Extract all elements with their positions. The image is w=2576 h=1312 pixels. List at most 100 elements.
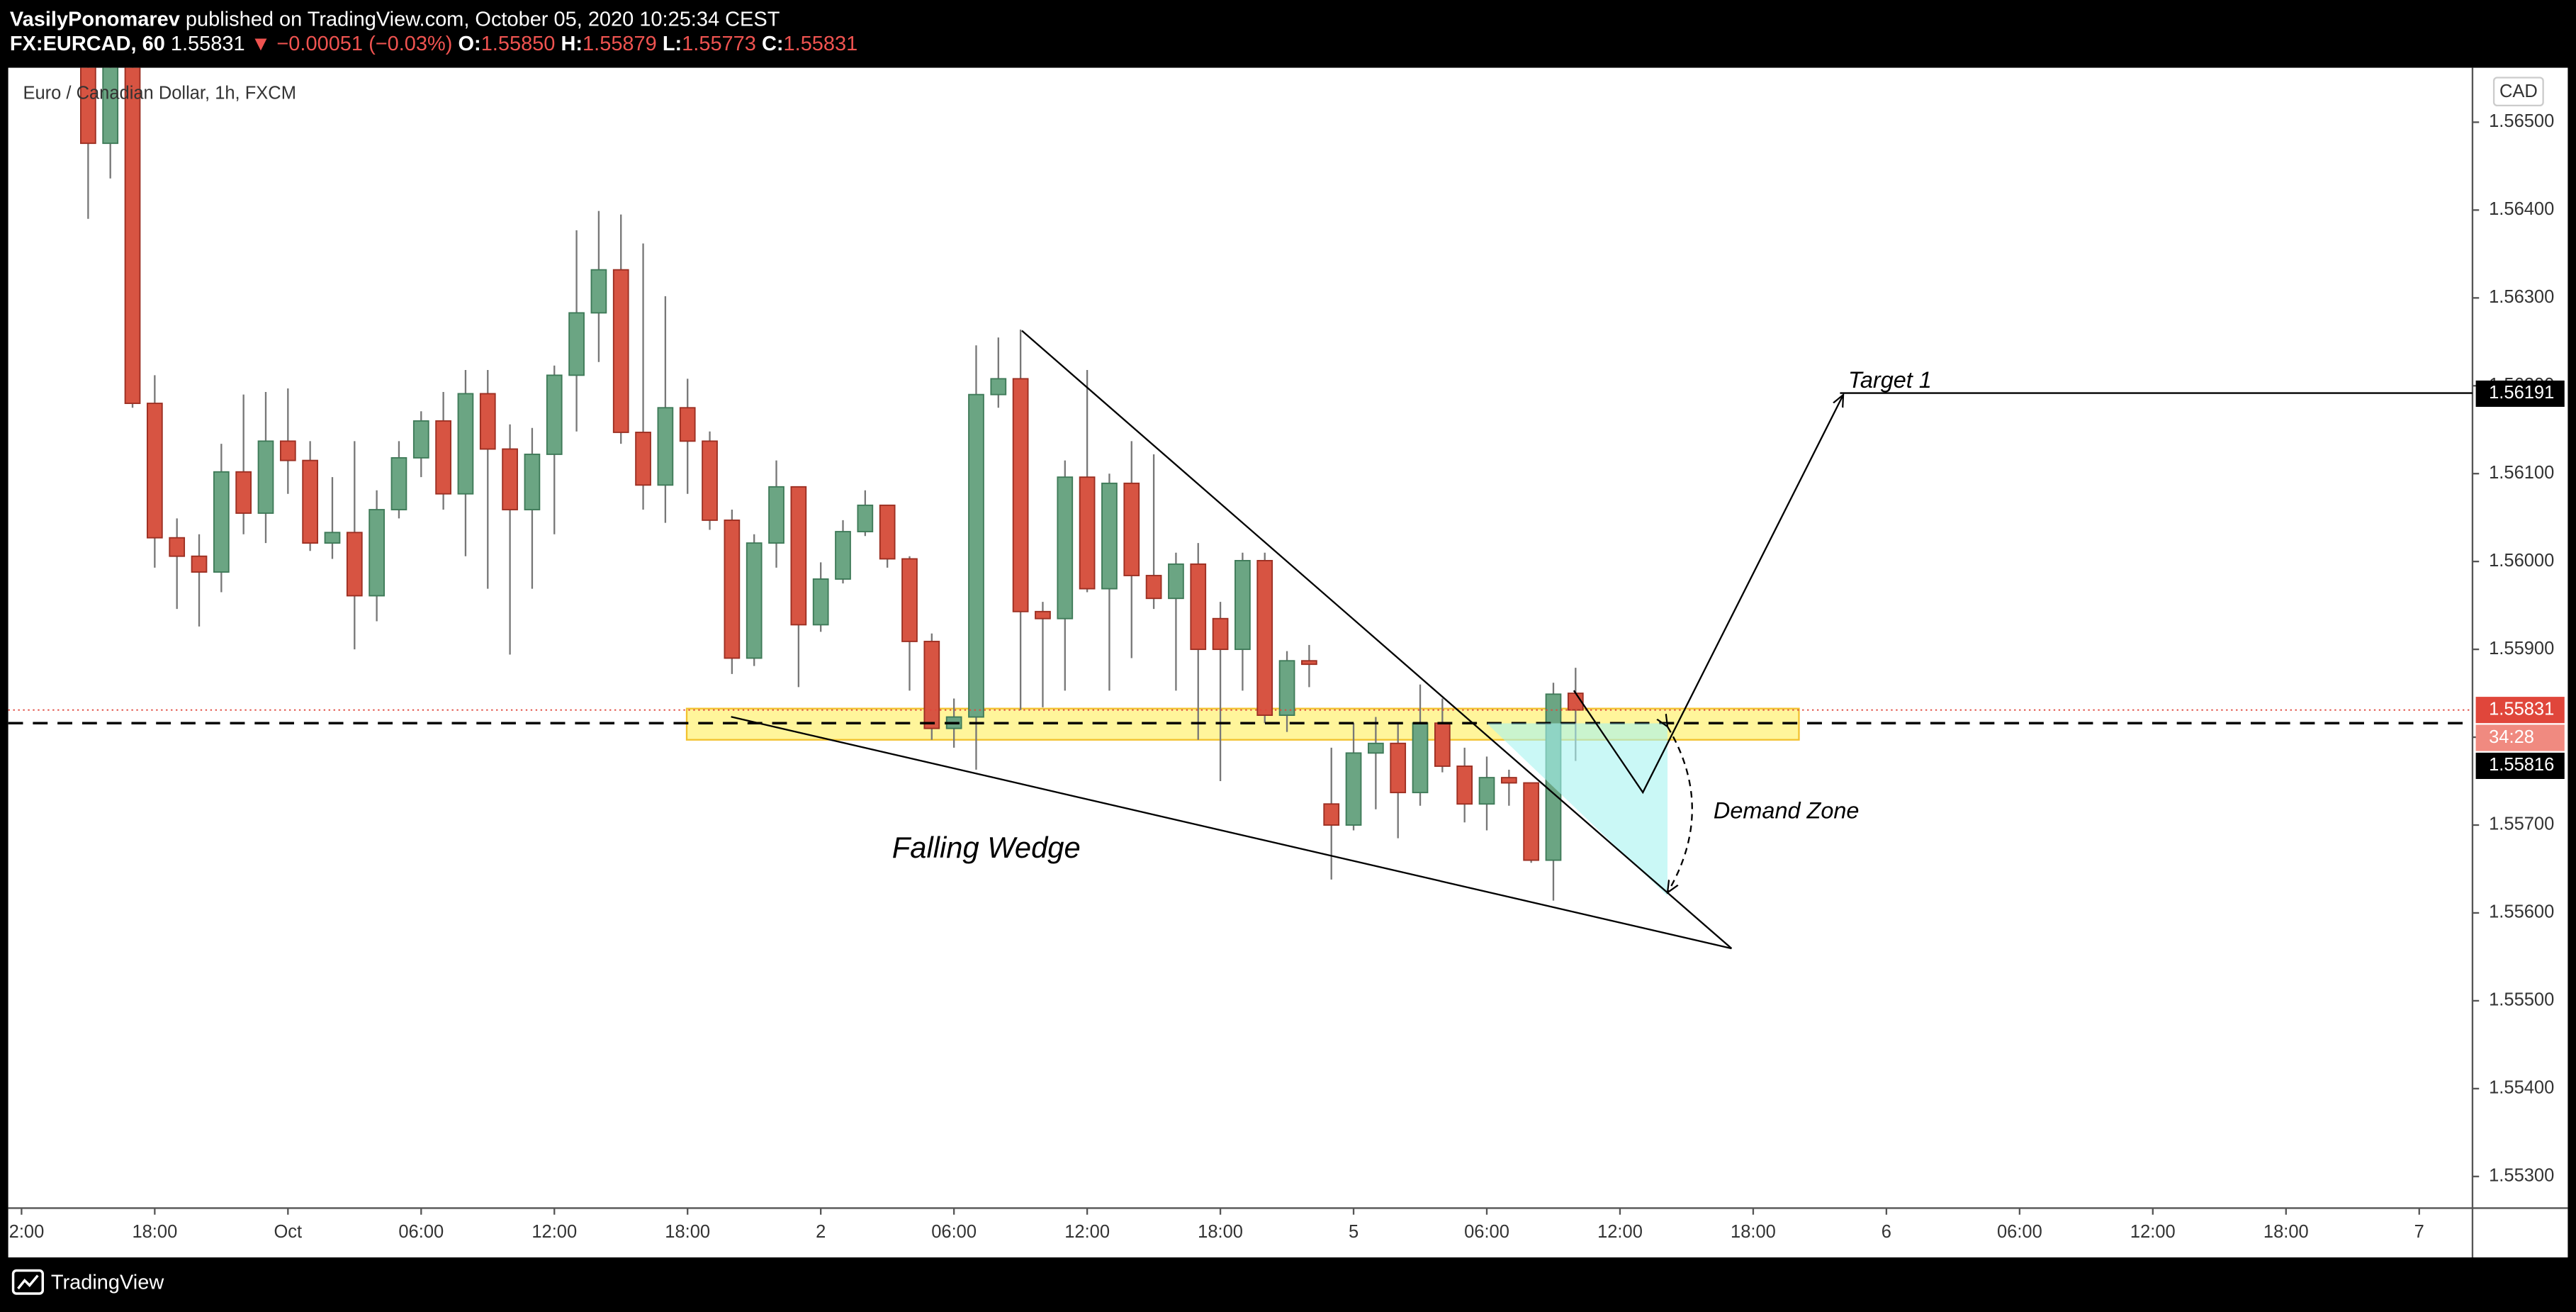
price-label-box [2475,380,2565,407]
symbol-line: FX:EURCAD, 60 1.55831 ▼ −0.00051 (−0.03%… [10,33,857,55]
x-tick-label: 12:00 [2130,1222,2176,1242]
author: VasilyPonomarev [10,8,180,30]
price-label-box [2475,697,2565,724]
candle-body [790,486,807,626]
x-tick-label: 7 [2414,1222,2424,1242]
x-tick-label: 06:00 [931,1222,977,1242]
candle-body [390,456,407,510]
wedge-line [1021,330,1733,950]
candle-body [369,509,385,597]
annotation: Falling Wedge [892,831,1081,864]
candle-body [923,641,940,729]
footer: TradingView [51,1272,164,1294]
candle-body [1145,575,1162,600]
candle-body [1390,742,1407,794]
candle-body [768,486,784,544]
x-tick-label: 18:00 [665,1222,710,1242]
candle-body [146,403,163,539]
candle-body [1101,482,1118,590]
symbol: FX:EURCAD, 60 [10,33,165,55]
annotation: Demand Zone [1714,797,1860,823]
ohlc-value: 1.55831 [784,33,858,55]
published: published on TradingView.com, October 05… [186,8,780,30]
y-tick-label: 1.56500 [2489,111,2554,131]
candle-body [279,440,296,461]
x-tick-label: 12:00 [531,1222,577,1242]
candle-body [457,393,474,495]
price-label: 1.56191 [2489,383,2554,403]
candle-body [169,537,186,557]
candle-body [1478,777,1495,805]
drawings: Falling Wedge Demand Zone Target 1 [731,330,2473,950]
x-tick-label: 6 [1882,1222,1891,1242]
candle-body [990,378,1007,396]
candle-body [1523,782,1540,861]
y-tick-label: 1.56100 [2489,463,2554,483]
candle-body [1323,803,1340,826]
currency: CAD [2499,82,2538,101]
x-tick-label: 12:00 [0,1222,44,1242]
ohlc-label: L: [663,33,682,55]
candle-body [1500,777,1517,784]
logo-icon [11,1269,45,1295]
candle-body [1057,476,1074,619]
candle-body [124,67,141,404]
candle-body [724,519,741,659]
ohlc-label: C: [762,33,784,55]
candle-body [835,531,851,580]
candle-body [590,269,607,314]
price-label-box [2475,752,2565,780]
candle-body [812,578,829,626]
logo [11,1269,45,1295]
candle-body [679,407,696,442]
candle-body [235,471,252,514]
y-tick-label: 1.56000 [2489,551,2554,571]
x-tick-label: 18:00 [132,1222,177,1242]
ohlc-value: 1.55879 [583,33,657,55]
candle-body [324,532,341,544]
candle-body [80,67,96,145]
change: ▼ −0.00051 (−0.03%) [251,33,453,55]
candle-body [412,420,429,459]
candle-body [213,471,230,573]
ohlc-label: H: [561,33,583,55]
x-tick-label: 06:00 [1997,1222,2042,1242]
ohlc-value: 1.55773 [682,33,756,55]
candle-body [568,312,585,376]
candle-body [1123,482,1140,576]
x-tick-label: 18:00 [1731,1222,1776,1242]
x-tick-label: 12:00 [1597,1222,1643,1242]
header-line: VasilyPonomarev published on TradingView… [10,8,780,30]
candle-body [1345,752,1362,826]
ohlc-value: 1.55850 [481,33,556,55]
x-tick-label: 18:00 [2263,1222,2309,1242]
wedge-line [731,716,1732,950]
ohlc-label: O: [459,33,481,55]
candle-body [702,440,718,521]
candle-body [1278,660,1295,717]
candle-body [1456,766,1473,805]
candle-body [1256,559,1273,717]
candle-body [546,374,563,455]
candle-body [1079,476,1096,590]
price-label: 1.55816 [2489,755,2554,775]
y-tick-label: 1.55700 [2489,814,2554,834]
annotation: Target 1 [1848,367,1932,393]
countdown-box [2475,724,2565,751]
y-tick-label: 1.55500 [2489,990,2554,1010]
candle-body [857,504,874,532]
y-tick-label: 1.55600 [2489,902,2554,922]
countdown: 34:28 [2489,727,2534,747]
last: 1.55831 [171,33,245,55]
candle-body [479,393,496,450]
chart-title: Euro / Canadian Dollar, 1h, FXCM [23,83,296,103]
candle-body [1301,660,1317,666]
candle-body [1412,722,1429,794]
candle-body [502,448,518,510]
candle-body [257,440,274,514]
candle-body [746,542,763,659]
x-axis: 12:00 18:00 Oct 06:00 12:00 18:00 2 06:00 12:00 1… [0,1208,2424,1242]
candle-body [879,504,896,560]
